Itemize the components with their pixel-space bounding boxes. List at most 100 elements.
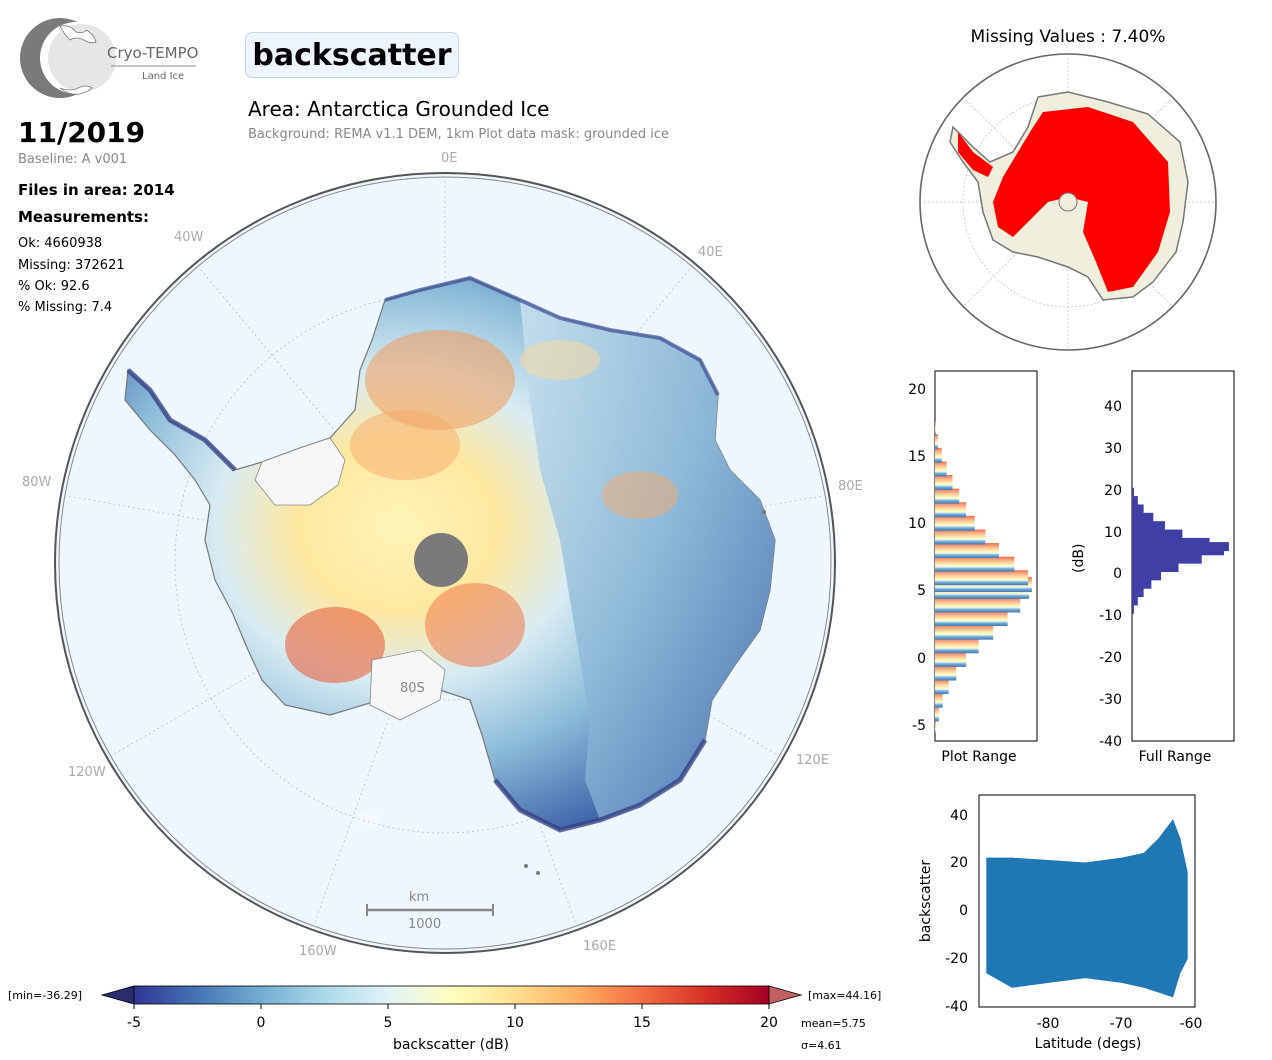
plot-range-hist-bar — [935, 665, 957, 681]
plot-range-hist-bar — [935, 692, 943, 708]
plot-range-hist-bar — [935, 570, 1029, 586]
colorbar-max: [max=44.16] — [808, 989, 881, 1002]
lon-label-0e: 0E — [441, 151, 458, 166]
colorbar-min: [min=-36.29] — [8, 989, 82, 1002]
full-range-hist-bar — [1132, 529, 1183, 539]
lon-label-80e: 80E — [838, 479, 863, 494]
full-range-hist-bar — [1132, 588, 1144, 598]
lon-label-160w: 160W — [299, 944, 337, 959]
area-title: Area: Antarctica Grounded Ice — [248, 97, 550, 121]
scatter-ytick: -20 — [945, 951, 968, 967]
plot-range-hist-bar — [935, 543, 999, 559]
plot-range-hist-bar — [935, 461, 947, 477]
colorbar-label: backscatter (dB) — [393, 1037, 509, 1053]
full-range-ytick: -20 — [1099, 650, 1122, 666]
files-in-area: Files in area: 2014 — [18, 181, 175, 199]
full-range-hist-bar — [1132, 487, 1134, 497]
plot-range-hist-bar — [935, 638, 979, 654]
missing-values-map — [919, 53, 1217, 351]
scatter-plot: 40 20 0 -20 -40 -80 -70 -60 Latitude (de… — [918, 794, 1203, 1052]
colorbar-tick: 5 — [384, 1015, 393, 1031]
full-range-hist-bar — [1132, 571, 1162, 581]
lon-label-40w: 40W — [174, 230, 204, 245]
full-range-hist-bar — [1132, 604, 1134, 614]
lon-label-40e: 40E — [698, 245, 723, 260]
full-range-hist-bar — [1132, 579, 1152, 589]
full-range-hist-bar — [1132, 554, 1202, 564]
scale-bar: km 1000 — [366, 890, 494, 932]
colorbar-tick: -5 — [127, 1015, 141, 1031]
plot-range-hist-bar — [935, 597, 1021, 613]
scatter-ytick: -40 — [945, 999, 968, 1015]
full-range-ytick: 0 — [1113, 566, 1122, 582]
lat-label-70s: 70S — [356, 814, 381, 829]
logo-product: Land Ice — [142, 71, 184, 82]
plot-range-ytick: -5 — [912, 718, 926, 734]
plot-range-hist-bar — [935, 515, 975, 531]
histograms: 20 15 10 5 0 -5 Plot Range 40 30 20 10 0… — [908, 370, 1235, 765]
scatter-ytick: 20 — [950, 855, 968, 871]
plot-range-hist-bar — [935, 651, 967, 667]
measurements-title: Measurements: — [18, 208, 149, 226]
baseline-label: Baseline: A v001 — [18, 152, 128, 167]
plot-range-hist-bar — [935, 529, 986, 545]
full-range-ylabel: (dB) — [1071, 544, 1087, 573]
plot-range-ytick: 15 — [908, 449, 926, 465]
colorbar-tick: 0 — [257, 1015, 266, 1031]
lon-label-120e: 120E — [796, 753, 829, 768]
missing-values-title: Missing Values : 7.40% — [970, 27, 1166, 47]
logo-brand: Cryo-TEMPO — [107, 44, 198, 62]
scatter-xtick: -60 — [1180, 1016, 1203, 1032]
scatter-ytick: 40 — [950, 808, 968, 824]
full-range-hist-bar — [1132, 504, 1144, 514]
plot-range-ytick: 5 — [917, 583, 926, 599]
plot-range-hist-bar — [935, 624, 994, 640]
cryo-tempo-logo: Cryo-TEMPO Land Ice — [20, 18, 198, 98]
lon-label-160e: 160E — [583, 939, 616, 954]
parameter-title: backscatter — [245, 32, 459, 78]
full-range-ytick: 30 — [1104, 441, 1122, 457]
colorbar-sigma: σ=4.61 — [801, 1039, 842, 1052]
scale-value: 1000 — [408, 917, 441, 932]
date-label: 11/2019 — [18, 116, 146, 149]
plot-range-hist-bar — [935, 488, 960, 504]
colorbar-tick: 20 — [760, 1015, 778, 1031]
plot-range-hist-bar — [935, 434, 938, 450]
plot-range-hist-bar — [935, 611, 1008, 627]
scatter-xtick: -80 — [1037, 1016, 1060, 1032]
colorbar-tick: 10 — [506, 1015, 524, 1031]
lat-label-80s: 80S — [400, 681, 425, 696]
full-range-ytick: -10 — [1099, 608, 1122, 624]
full-range-ytick: -30 — [1099, 692, 1122, 708]
scatter-xlabel: Latitude (degs) — [1035, 1036, 1142, 1052]
full-range-hist-bar — [1132, 521, 1165, 531]
plot-range-hist-bar — [935, 679, 949, 695]
ok-count: Ok: 4660938 — [18, 236, 103, 251]
full-range-hist-bar — [1132, 496, 1138, 506]
plot-range-ytick: 10 — [908, 516, 926, 532]
pct-ok: % Ok: 92.6 — [18, 279, 90, 294]
pct-missing: % Missing: 7.4 — [18, 300, 113, 315]
plot-range-label: Plot Range — [941, 749, 1016, 765]
main-map: 0E 40W 40E 80W 80E 120W 120E 160W 160E 8… — [22, 151, 863, 959]
colorbar: -5 0 5 10 15 20 backscatter (dB) [min=-3… — [8, 985, 881, 1053]
colorbar-mean: mean=5.75 — [801, 1017, 866, 1030]
scatter-xtick: -70 — [1110, 1016, 1133, 1032]
full-range-ytick: -40 — [1099, 734, 1122, 750]
lon-label-120w: 120W — [68, 765, 106, 780]
plot-range-hist-bar — [935, 475, 953, 491]
scatter-ytick: 0 — [959, 903, 968, 919]
colorbar-tick: 15 — [633, 1015, 651, 1031]
full-range-hist-bar — [1132, 596, 1138, 606]
background-note: Background: REMA v1.1 DEM, 1km Plot data… — [248, 127, 669, 142]
lon-label-80w: 80W — [22, 475, 52, 490]
full-range-ytick: 10 — [1104, 525, 1122, 541]
plot-range-hist-bar — [935, 706, 939, 722]
full-range-hist-bar — [1132, 512, 1154, 522]
scale-unit: km — [409, 890, 429, 905]
full-range-ytick: 40 — [1104, 399, 1122, 415]
full-range-label: Full Range — [1139, 749, 1212, 765]
scatter-points — [986, 819, 1188, 998]
scatter-ylabel: backscatter — [918, 860, 934, 942]
plot-range-ytick: 20 — [908, 382, 926, 398]
